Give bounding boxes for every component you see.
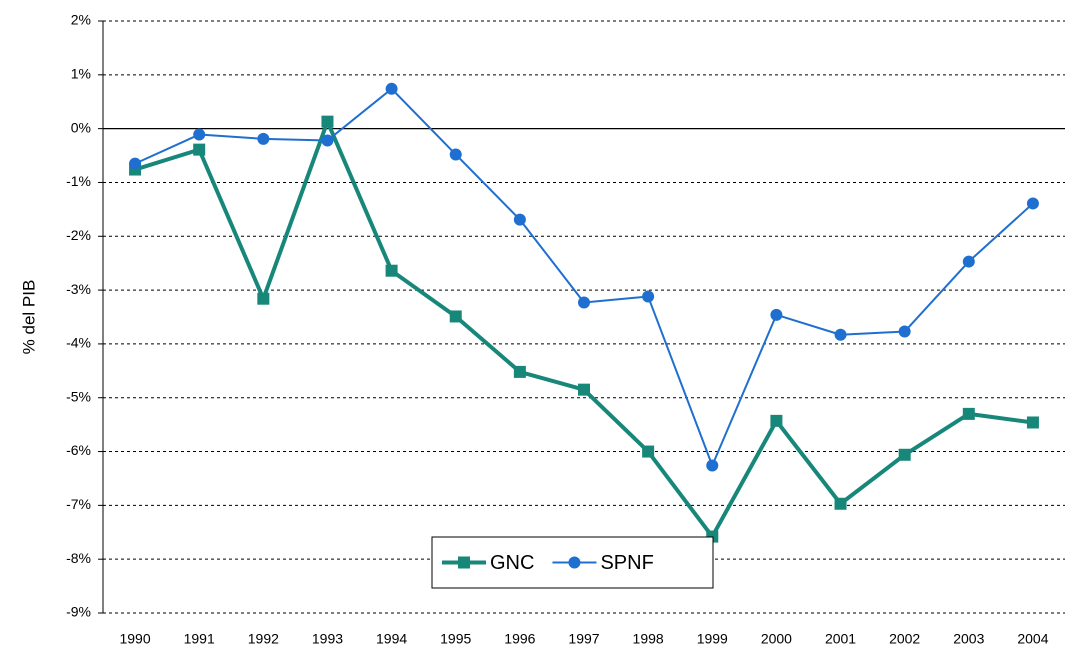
- x-tick-label: 1993: [312, 631, 343, 647]
- marker: [1026, 197, 1039, 210]
- marker: [898, 325, 911, 338]
- marker: [385, 264, 398, 277]
- marker: [770, 308, 783, 321]
- marker: [513, 213, 526, 226]
- legend-marker: [458, 556, 470, 569]
- x-tick-label: 1992: [248, 631, 279, 647]
- marker: [321, 134, 334, 147]
- marker: [193, 143, 206, 156]
- y-tick-label: -2%: [66, 227, 91, 243]
- y-tick-label: 0%: [71, 119, 91, 135]
- x-tick-label: 2001: [825, 631, 856, 647]
- marker: [513, 365, 526, 378]
- marker: [321, 115, 334, 128]
- marker: [962, 407, 975, 420]
- marker: [578, 296, 590, 309]
- legend-label: SPNF: [600, 552, 653, 574]
- marker: [257, 132, 270, 145]
- x-tick-label: 2003: [953, 631, 984, 647]
- x-tick-label: 1995: [440, 631, 471, 647]
- x-tick-label: 1990: [119, 631, 150, 647]
- y-tick-label: -3%: [66, 281, 91, 297]
- x-tick-label: 1994: [376, 631, 407, 647]
- x-tick-label: 1991: [184, 631, 215, 647]
- x-tick-label: 1999: [697, 631, 728, 647]
- y-tick-label: -4%: [66, 335, 91, 351]
- x-tick-label: 1998: [633, 631, 664, 647]
- y-tick-label: -5%: [66, 388, 91, 404]
- x-tick-label: 2002: [889, 631, 920, 647]
- x-tick-label: 2004: [1017, 631, 1048, 647]
- y-tick-label: -1%: [66, 173, 91, 189]
- y-tick-label: 1%: [71, 66, 91, 82]
- legend-marker: [568, 556, 581, 569]
- marker: [834, 497, 847, 510]
- marker: [1026, 416, 1039, 429]
- marker: [578, 383, 590, 396]
- y-tick-label: -9%: [66, 604, 91, 620]
- marker: [257, 292, 270, 305]
- marker: [449, 310, 462, 323]
- marker: [962, 255, 975, 268]
- legend-label: GNC: [490, 552, 534, 574]
- marker: [642, 290, 655, 303]
- y-tick-label: -6%: [66, 442, 91, 458]
- y-tick-label: -8%: [66, 550, 91, 566]
- marker: [129, 157, 142, 170]
- x-tick-label: 2000: [761, 631, 792, 647]
- x-tick-label: 1997: [568, 631, 599, 647]
- series-line: [134, 119, 1034, 539]
- x-tick-label: 1996: [504, 631, 535, 647]
- marker: [834, 328, 847, 341]
- marker: [449, 148, 462, 161]
- y-tick-label: 2%: [71, 12, 91, 28]
- y-tick-label: -7%: [66, 496, 91, 512]
- marker: [706, 459, 719, 472]
- marker: [898, 448, 911, 461]
- legend: GNC SPNF: [431, 536, 714, 589]
- marker: [642, 445, 655, 458]
- marker: [385, 82, 398, 95]
- marker: [770, 414, 783, 427]
- marker: [193, 128, 206, 141]
- y-axis-label: % del PIB: [19, 280, 38, 355]
